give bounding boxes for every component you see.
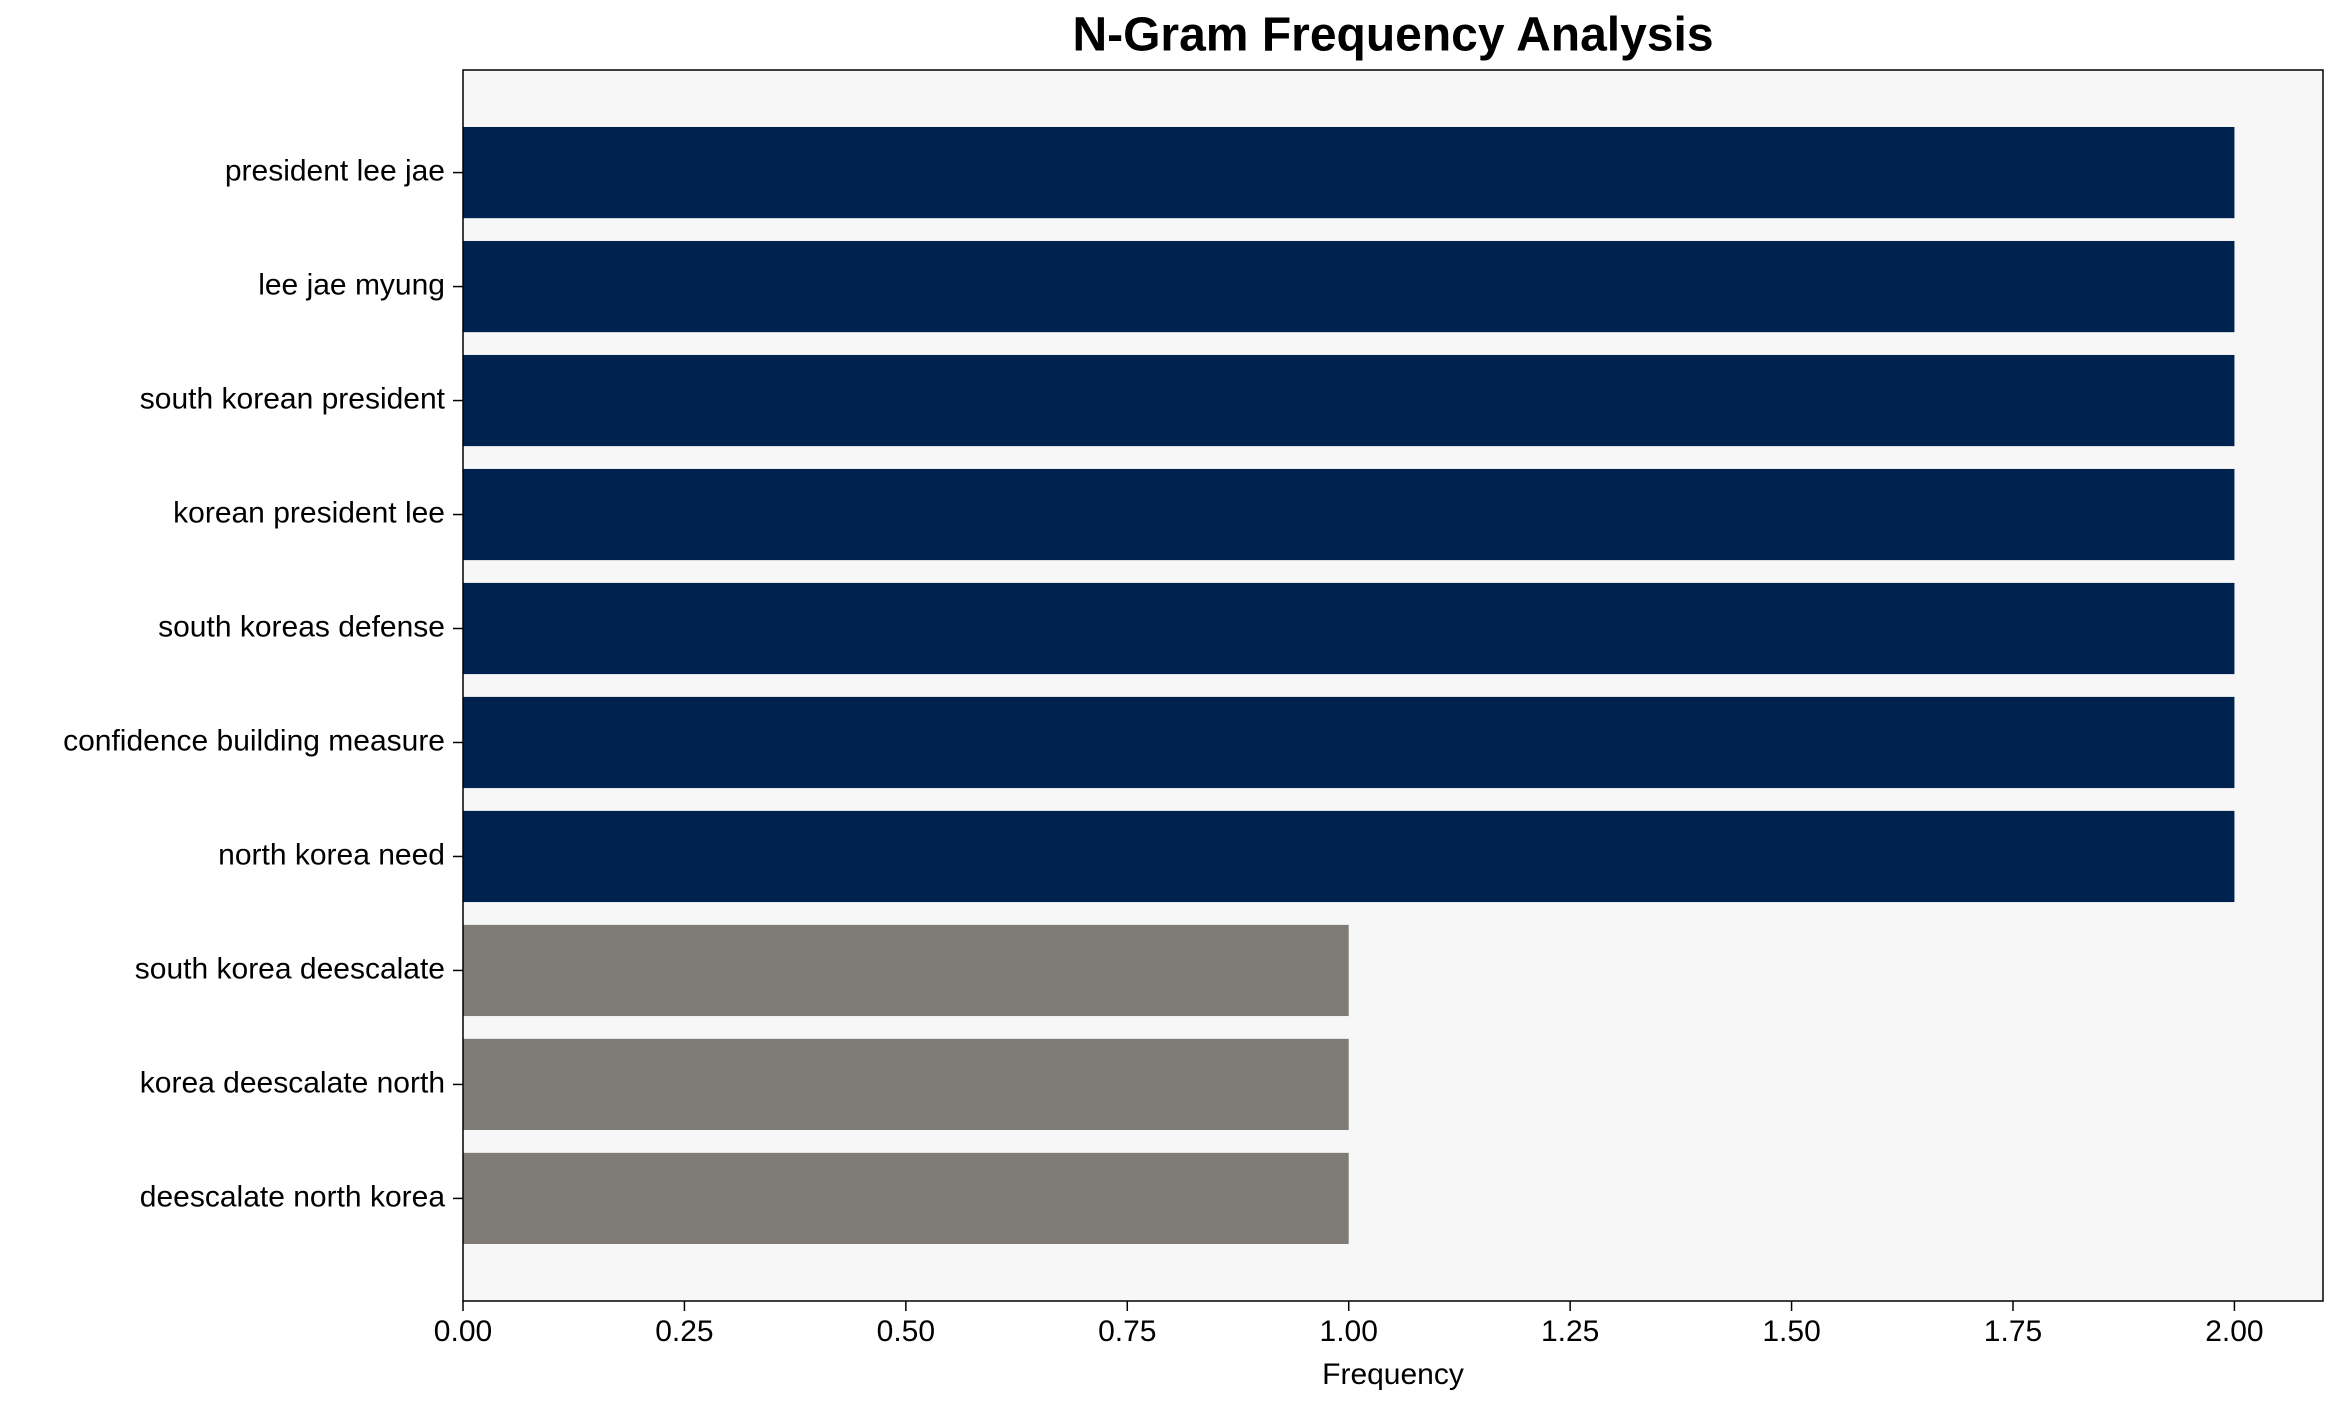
x-tick-label: 0.50 [877, 1315, 935, 1348]
y-tick-label: south korea deescalate [135, 952, 445, 985]
chart-title: N-Gram Frequency Analysis [1072, 9, 1713, 62]
bar [463, 582, 2235, 675]
y-tick-label: south korean president [140, 382, 446, 415]
y-tick-label: deescalate north korea [140, 1180, 446, 1213]
bar [463, 1038, 1349, 1131]
x-tick-label: 1.75 [1984, 1315, 2042, 1348]
x-tick-label: 0.75 [1098, 1315, 1156, 1348]
y-tick-label: south koreas defense [158, 610, 445, 643]
bar [463, 126, 2235, 219]
x-tick-label: 1.25 [1541, 1315, 1599, 1348]
bar [463, 354, 2235, 447]
x-tick-label: 0.25 [655, 1315, 713, 1348]
x-tick-label: 2.00 [2205, 1315, 2263, 1348]
bar [463, 1152, 1349, 1245]
x-tick-label: 1.50 [1762, 1315, 1820, 1348]
bar [463, 240, 2235, 333]
y-tick-label: korea deescalate north [140, 1066, 445, 1099]
x-tick-label: 0.00 [434, 1315, 492, 1348]
plot-frame [462, 69, 2324, 1302]
bar [463, 468, 2235, 561]
y-tick-label: president lee jae [225, 155, 445, 188]
y-tick-label: north korea need [218, 838, 445, 871]
x-tick-label: 1.00 [1320, 1315, 1378, 1348]
y-tick-label: confidence building measure [63, 724, 445, 757]
x-axis-label: Frequency [1322, 1358, 1464, 1391]
bar [463, 810, 2235, 903]
bar [463, 696, 2235, 789]
y-tick-label: korean president lee [173, 496, 445, 529]
y-tick-label: lee jae myung [258, 268, 445, 301]
bar [463, 924, 1349, 1017]
